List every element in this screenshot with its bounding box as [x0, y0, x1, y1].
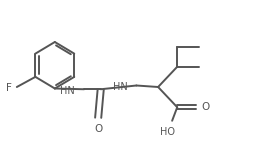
Text: O: O [94, 124, 102, 134]
Text: HO: HO [159, 127, 174, 137]
Text: HN: HN [60, 86, 75, 96]
Text: O: O [201, 102, 209, 112]
Text: HN: HN [112, 82, 127, 92]
Text: F: F [6, 83, 12, 93]
